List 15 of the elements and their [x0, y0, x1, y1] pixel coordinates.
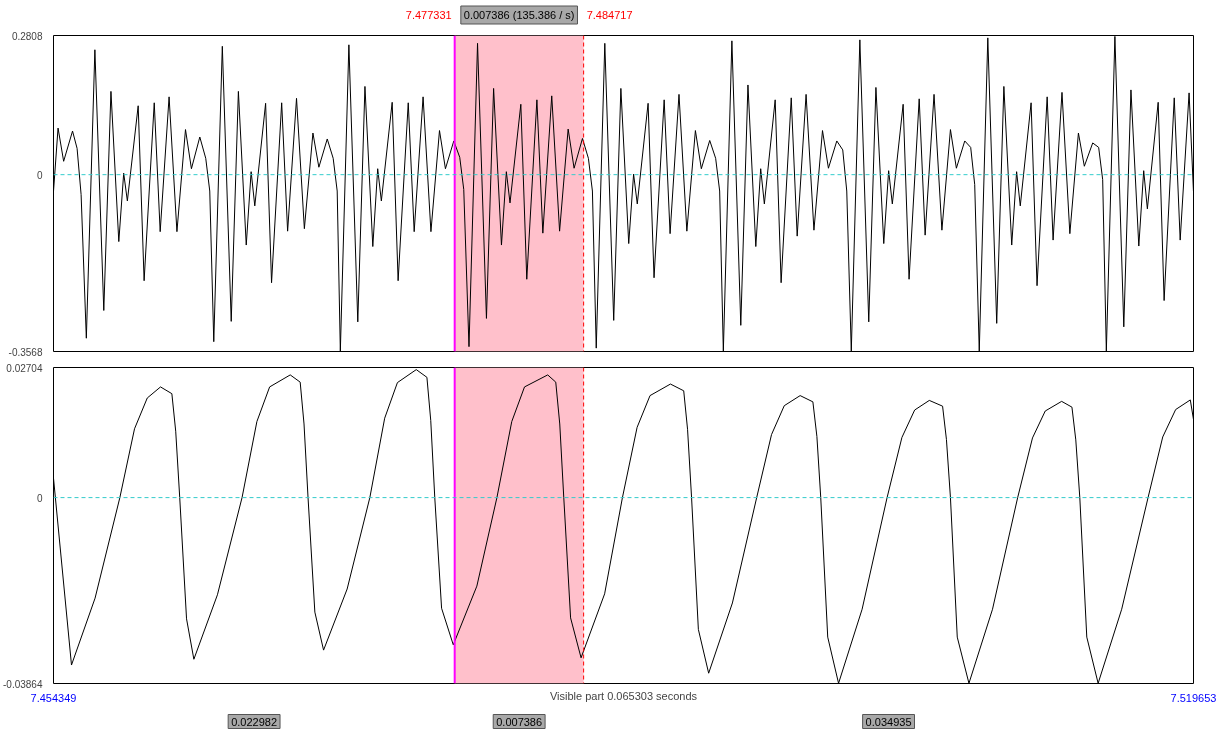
- x-axis-title: Visible part 0.065303 seconds: [549, 689, 698, 702]
- x-tick-label: 7.454349: [30, 691, 77, 704]
- text: 0.034935: [865, 715, 912, 728]
- band-label: 0.007386 (135.386 / s): [463, 9, 575, 21]
- y-tick-label: 0.2808: [11, 30, 43, 42]
- ref-line-label: 7.484717: [586, 9, 633, 21]
- y-tick-label: 0.02704: [6, 362, 43, 374]
- ref-line-label: 7.477331: [405, 9, 452, 21]
- y-tick-label: -0.3568: [8, 346, 43, 358]
- y-tick-label: 0: [36, 169, 43, 181]
- x-tick-label: 7.519653: [1170, 691, 1217, 704]
- text: 0.022982: [231, 715, 278, 728]
- y-tick-label: 0: [36, 492, 43, 504]
- y-tick-label: -0.03864: [3, 678, 43, 690]
- text: 0.007386: [496, 715, 543, 728]
